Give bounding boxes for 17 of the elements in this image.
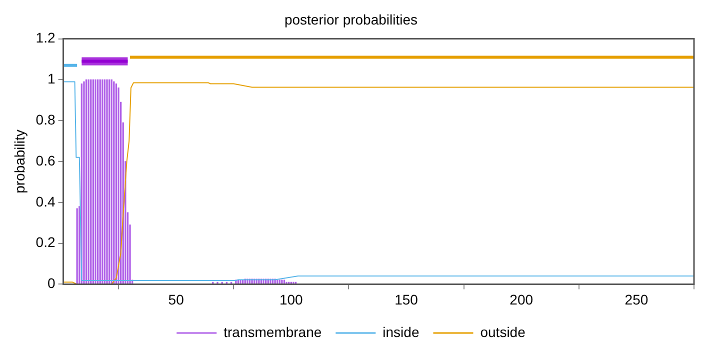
y-tick-label: 0 bbox=[47, 275, 56, 292]
y-axis-title: probability bbox=[11, 130, 28, 194]
y-tick-label: 0.2 bbox=[36, 234, 56, 250]
y-tick-label: 0.4 bbox=[36, 193, 56, 210]
x-tick-label: 100 bbox=[279, 291, 304, 308]
y-tick-label: 1.2 bbox=[36, 30, 56, 46]
x-tick-label: 150 bbox=[394, 291, 418, 308]
y-tick-label: 1 bbox=[47, 70, 56, 87]
legend-label: outside bbox=[480, 324, 526, 340]
x-tick-label: 200 bbox=[510, 291, 534, 308]
legend-label: inside bbox=[382, 324, 420, 340]
y-tick-label: 0.6 bbox=[36, 152, 56, 168]
chart-title: posterior probabilities bbox=[284, 11, 418, 28]
legend-label: transmembrane bbox=[224, 324, 322, 340]
x-tick-label: 50 bbox=[168, 291, 184, 308]
x-tick-label: 250 bbox=[624, 291, 648, 308]
y-tick-label: 0.8 bbox=[36, 111, 56, 128]
